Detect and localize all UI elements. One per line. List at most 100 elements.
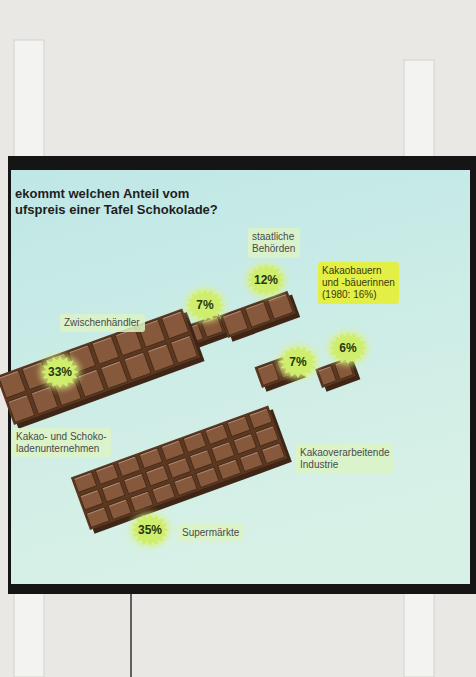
chart-svg: ekommt welchen Anteil vomufspreis einer … [0, 0, 476, 677]
value-label: 33% [48, 365, 72, 379]
value-label: 35% [138, 523, 162, 537]
cell-highlight [79, 371, 97, 377]
badge-glow [40, 355, 80, 389]
piece-cell [77, 369, 104, 397]
cell-highlight [23, 363, 41, 369]
cell-highlight [246, 303, 263, 309]
cell-highlight [81, 491, 97, 497]
category-label: staatlicheBehörden [252, 231, 295, 254]
badge [186, 289, 224, 321]
piece-cell [257, 363, 279, 386]
label-line: und -bäuerinnen [322, 277, 395, 288]
cable [130, 594, 132, 677]
cell-highlight [75, 473, 91, 479]
piece-cell [92, 336, 119, 364]
piece-top [220, 291, 296, 338]
cell-highlight [93, 338, 111, 344]
value-label: 6% [339, 341, 357, 355]
value-label: 7% [289, 355, 307, 369]
category-label: Kakao- und Schoko-ladenunternehmen [16, 431, 107, 454]
cell-highlight [172, 337, 190, 343]
piece-cell [262, 443, 285, 463]
piece-cell [162, 311, 189, 339]
piece-cell [218, 459, 241, 479]
monitor-frame [8, 156, 476, 594]
piece-cell [174, 475, 197, 495]
category-label: Zwischenhändler [64, 317, 140, 328]
wall [0, 0, 476, 677]
badge [41, 356, 79, 388]
cell-highlight [153, 484, 169, 490]
label-line: Zwischenhändler [64, 317, 140, 328]
title-line: ekommt welchen Anteil vom [15, 186, 189, 201]
cell-highlight [175, 476, 191, 482]
piece-cell [108, 499, 131, 519]
label-line: Kakao- und Schoko- [16, 431, 107, 442]
cell-highlight [109, 500, 125, 506]
cell-highlight [258, 364, 272, 369]
cell-highlight [184, 433, 200, 439]
category-label: Kakaobauernund -bäuerinnen(1980: 16%) [322, 265, 395, 300]
cell-highlight [169, 459, 185, 465]
label-line: (1980: 16%) [322, 289, 376, 300]
cell-highlight [103, 483, 119, 489]
piece-cell [240, 451, 263, 471]
label-line: Kakaoverarbeitende [300, 447, 390, 458]
badge-glow [328, 331, 368, 365]
piece-cell [205, 424, 228, 444]
piece-cell [101, 361, 128, 389]
piece-cell [124, 474, 147, 494]
cell-highlight [119, 457, 135, 463]
cell-highlight [163, 312, 181, 318]
cell-highlight [241, 452, 257, 458]
label-line: Kakaobauern [322, 265, 382, 276]
piece-cell [211, 442, 234, 462]
piece-cell [146, 466, 169, 486]
piece-cell [170, 335, 197, 363]
cell-highlight [162, 441, 178, 447]
piece-cell [183, 432, 206, 452]
cell-highlight [140, 449, 156, 455]
cell-highlight [9, 396, 27, 402]
label-line: Supermärkte [182, 527, 240, 538]
category-label: KakaoverarbeitendeIndustrie [300, 447, 390, 470]
cell-highlight [147, 467, 163, 473]
cell-highlight [250, 409, 266, 415]
cell-highlight [131, 492, 147, 498]
piece-cell [233, 434, 256, 454]
piece-cell [95, 464, 118, 484]
label-line: ladenunternehmen [16, 443, 99, 454]
cell-highlight [197, 468, 213, 474]
piece-cell [245, 302, 271, 328]
piece-cell [161, 440, 184, 460]
cell-highlight [228, 417, 244, 423]
piece-cell [8, 395, 35, 423]
label-box [248, 228, 300, 258]
cell-highlight [319, 367, 330, 371]
piece-cell [318, 366, 337, 386]
cell-highlight [87, 508, 103, 514]
piece-cell [227, 416, 250, 436]
cell-highlight [213, 443, 229, 449]
piece-cell [130, 491, 153, 511]
piece-cell [80, 490, 103, 510]
piece-cell [117, 456, 140, 476]
piece-top [71, 406, 287, 530]
piece-cell [115, 328, 142, 356]
piece-cell [152, 483, 175, 503]
title-line: ufspreis einer Tafel Schokolade? [15, 202, 218, 217]
cell-highlight [224, 311, 241, 317]
piece-cell [189, 450, 212, 470]
category-label: Supermärkte [182, 527, 240, 538]
piece-cell [86, 507, 109, 527]
label-line: Behörden [252, 243, 295, 254]
piece-cell [147, 344, 174, 372]
piece-cell [124, 352, 151, 380]
label-box [296, 444, 394, 474]
piece-cell [167, 458, 190, 478]
pieces [0, 290, 360, 535]
chocolate-piece [0, 307, 205, 429]
piece-cell [249, 408, 272, 428]
cell-highlight [263, 444, 279, 450]
cell-highlight [125, 475, 141, 481]
